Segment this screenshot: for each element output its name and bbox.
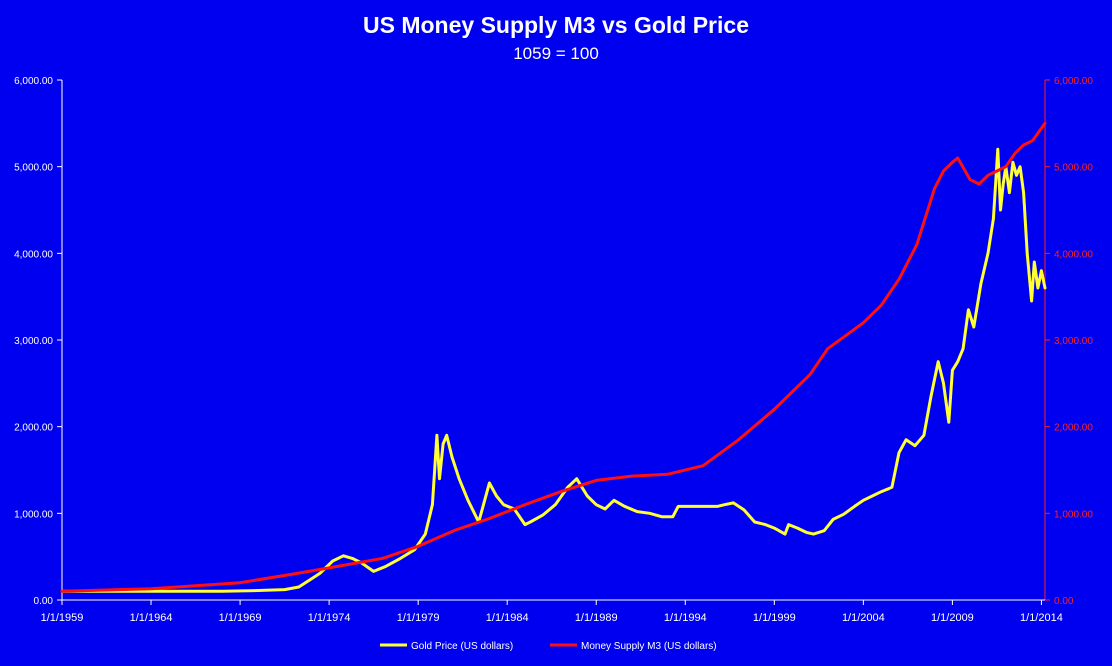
x-tick-label: 1/1/1989: [575, 612, 618, 624]
x-tick-label: 1/1/1964: [130, 612, 173, 624]
right-y-tick-label: 5,000.00: [1054, 163, 1093, 174]
x-tick-label: 1/1/1984: [486, 612, 529, 624]
gold-price-series-line: [60, 147, 1047, 593]
series-layer: [60, 121, 1047, 593]
x-tick-label: 1/1/1969: [219, 612, 262, 624]
chart-title: US Money Supply M3 vs Gold Price: [363, 12, 749, 38]
left-y-tick-label: 1,000.00: [14, 509, 53, 520]
right-y-tick-label: 2,000.00: [1054, 423, 1093, 434]
right-y-tick-label: 1,000.00: [1054, 509, 1093, 520]
left-y-tick-label: 0.00: [34, 596, 54, 607]
x-tick-label: 1/1/2009: [931, 612, 974, 624]
left-y-tick-label: 5,000.00: [14, 163, 53, 174]
legend-label-gold: Gold Price (US dollars): [411, 641, 513, 652]
chart-subtitle: 1059 = 100: [513, 44, 599, 63]
left-y-tick-label: 3,000.00: [14, 336, 53, 347]
right-y-tick-label: 3,000.00: [1054, 336, 1093, 347]
right-y-tick-label: 4,000.00: [1054, 249, 1093, 260]
right-y-tick-label: 6,000.00: [1054, 76, 1093, 87]
left-y-tick-label: 4,000.00: [14, 249, 53, 260]
x-tick-label: 1/1/1999: [753, 612, 796, 624]
x-tick-label: 1/1/2004: [842, 612, 885, 624]
right-y-tick-label: 0.00: [1054, 596, 1074, 607]
legend-label-m3: Money Supply M3 (US dollars): [581, 641, 717, 652]
axes: 0.00 1,000.00 2,000.00 3,000.00 4,000.00 5,00…: [14, 76, 1093, 624]
money-supply-m3-series-line: [60, 121, 1047, 593]
left-y-tick-label: 6,000.00: [14, 76, 53, 87]
x-tick-label: 1/1/2014: [1020, 612, 1063, 624]
x-tick-label: 1/1/1974: [308, 612, 351, 624]
legend: Gold Price (US dollars) Money Supply M3 (…: [380, 641, 717, 652]
x-tick-label: 1/1/1959: [41, 612, 84, 624]
x-tick-label: 1/1/1994: [664, 612, 707, 624]
x-tick-label: 1/1/1979: [397, 612, 440, 624]
left-y-tick-label: 2,000.00: [14, 423, 53, 434]
